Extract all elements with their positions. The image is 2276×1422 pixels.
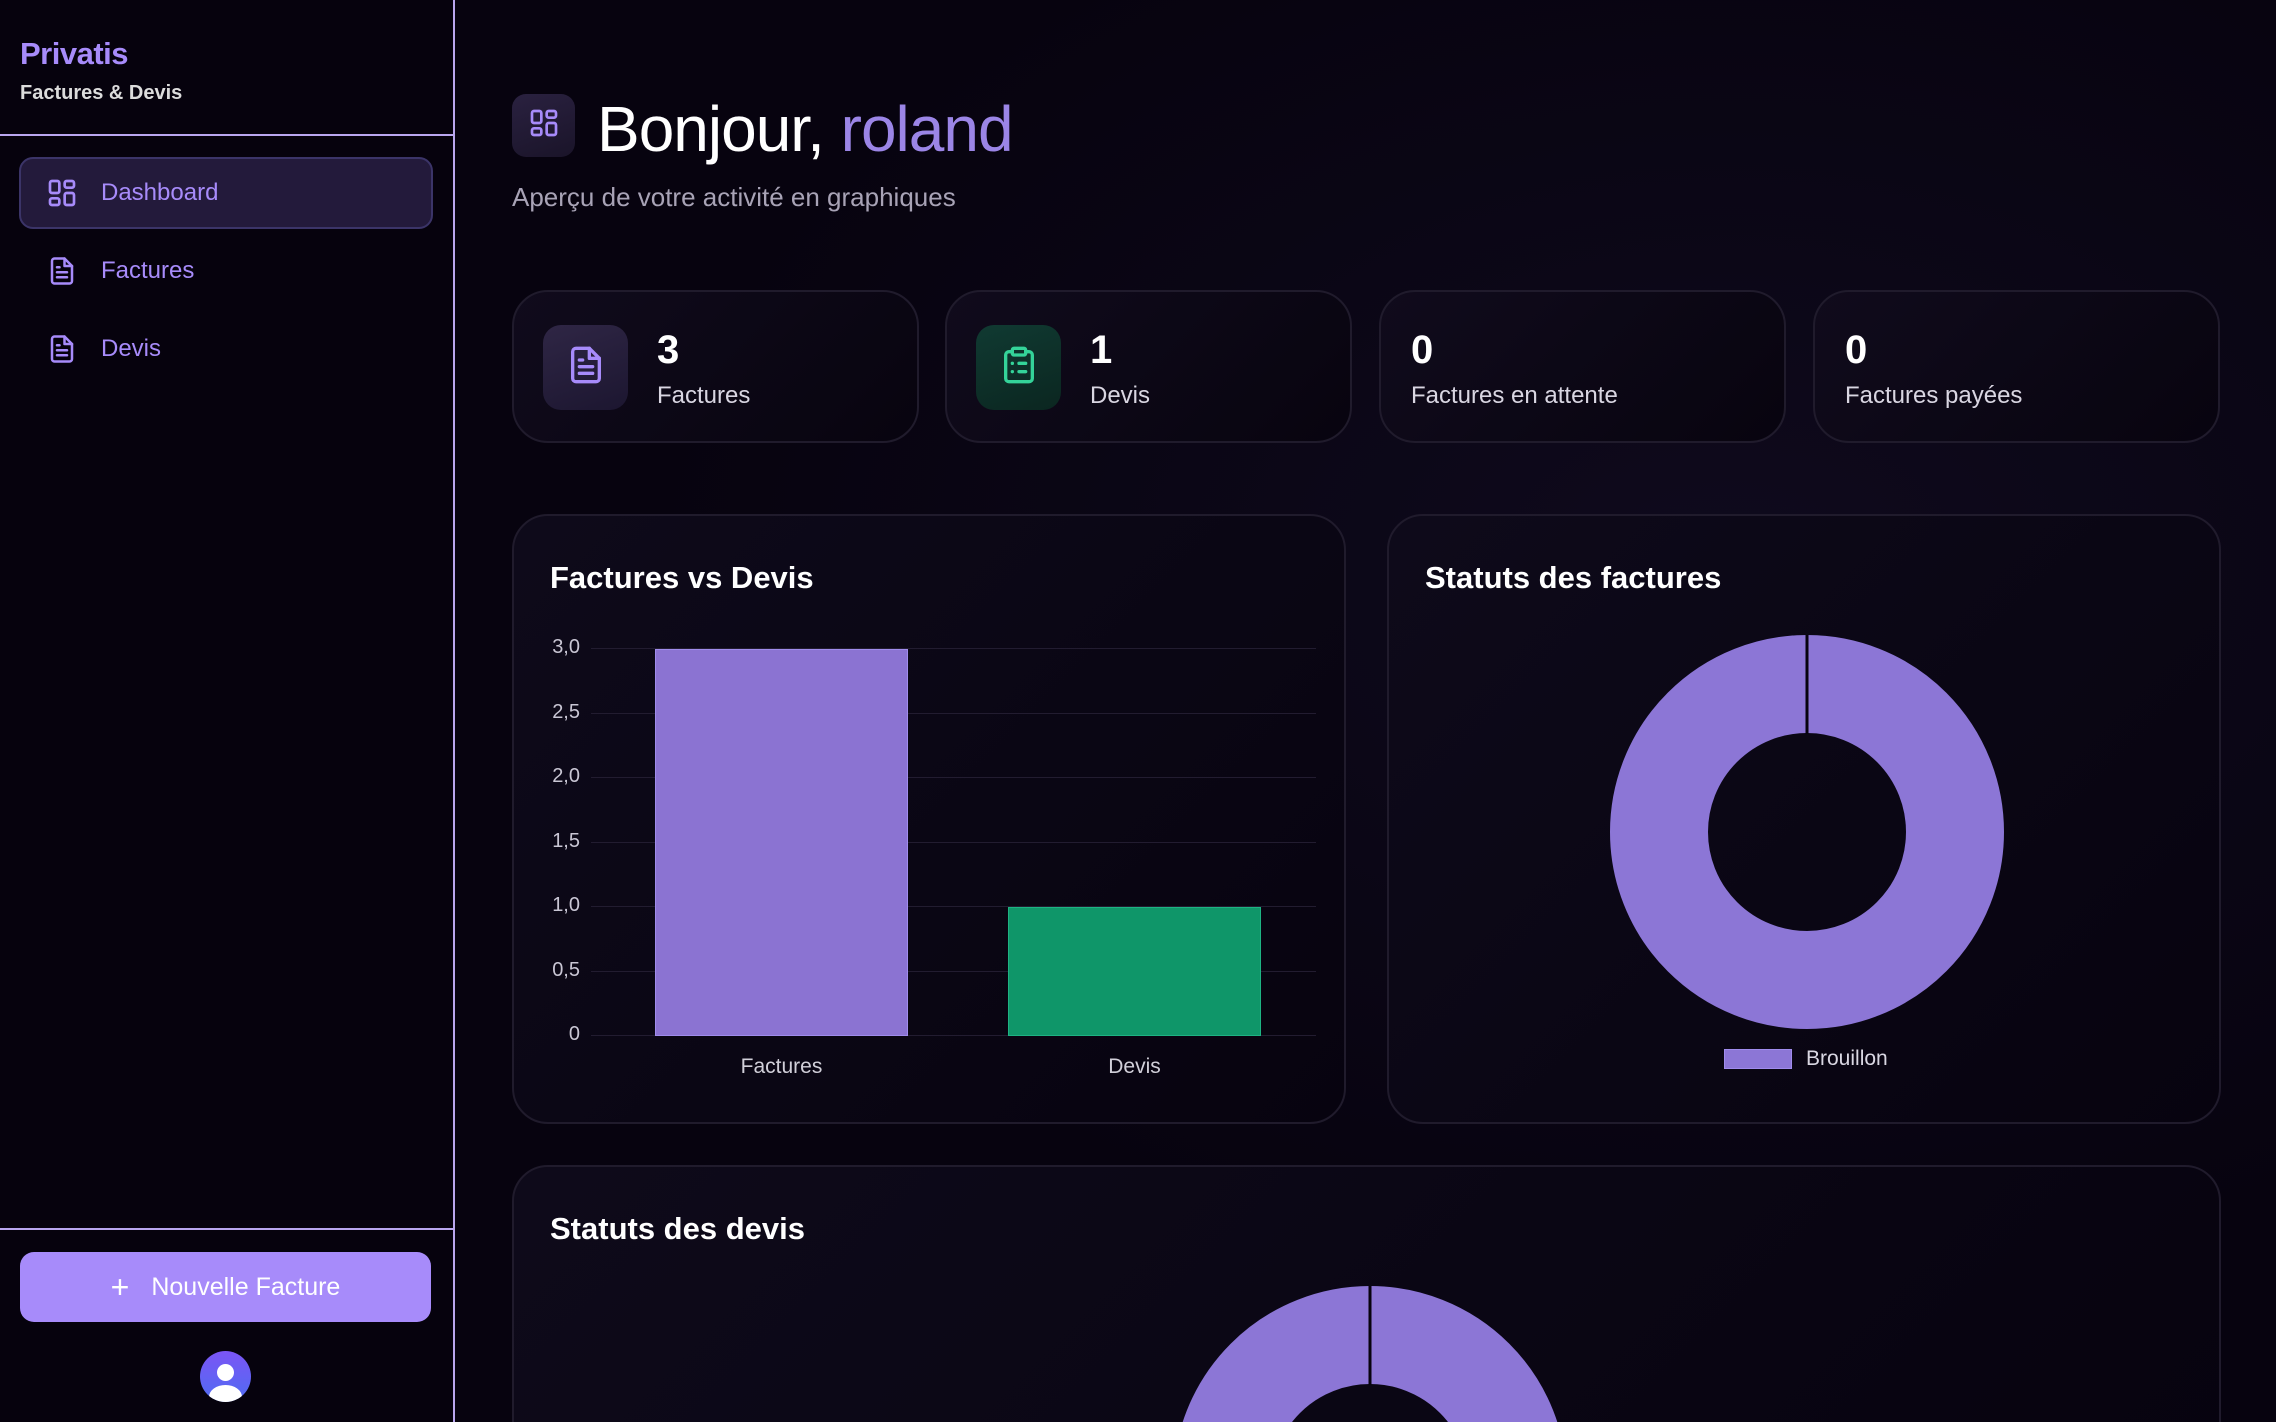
sidebar-item-label: Dashboard [101, 179, 219, 206]
sidebar: Privatis Factures & Devis Dashboard Fact… [0, 0, 455, 1422]
dashboard-grid-icon [528, 107, 560, 144]
sidebar-item-label: Devis [101, 335, 162, 362]
chart-card-statuts-devis: Statuts des devis [512, 1165, 2221, 1422]
chart-title: Statuts des factures [1425, 560, 1722, 595]
chart-title: Statuts des devis [550, 1211, 805, 1246]
stat-value: 0 [1845, 328, 1868, 372]
y-tick: 0 [568, 1023, 580, 1045]
document-icon [45, 254, 79, 288]
sidebar-item-dashboard[interactable]: Dashboard [19, 157, 433, 229]
chart-legend[interactable]: Brouillon [1724, 1047, 1888, 1071]
user-avatar-icon [217, 1364, 234, 1381]
page-title: Bonjour, roland [597, 92, 1014, 166]
header-icon-box [512, 94, 575, 157]
sidebar-nav: Dashboard Factures Devis [19, 157, 433, 391]
brand-subtitle: Factures & Devis [20, 82, 183, 104]
new-invoice-button[interactable]: + Nouvelle Facture [20, 1252, 431, 1322]
y-tick: 1,0 [552, 894, 580, 916]
y-tick: 2,5 [552, 701, 580, 723]
stat-icon-box [976, 325, 1061, 410]
y-tick: 1,5 [552, 830, 580, 852]
legend-swatch [1724, 1049, 1792, 1069]
chart-card-factures-vs-devis: Factures vs Devis 3,0 2,5 2,0 1,5 1,0 0,… [512, 514, 1346, 1124]
y-tick: 0,5 [552, 959, 580, 981]
stat-card-factures: 3 Factures [512, 290, 919, 443]
stat-label: Devis [1090, 382, 1151, 409]
chart-card-statuts-factures: Statuts des factures Brouillon [1387, 514, 2221, 1124]
donut-chart[interactable] [1609, 634, 2005, 1030]
stat-label: Factures payées [1845, 382, 2023, 409]
stat-value: 1 [1090, 328, 1113, 372]
stat-value: 0 [1411, 328, 1434, 372]
dashboard-grid-icon [45, 176, 79, 210]
y-tick: 2,0 [552, 765, 580, 787]
grid-line [591, 648, 1316, 649]
stat-card-paid: 0 Factures payées [1813, 290, 2220, 443]
stat-card-pending: 0 Factures en attente [1379, 290, 1786, 443]
document-icon [566, 343, 606, 392]
chart-title: Factures vs Devis [550, 560, 814, 595]
stat-label: Factures [657, 382, 751, 409]
sidebar-divider-bottom [0, 1228, 453, 1230]
plus-icon: + [110, 1269, 130, 1305]
bar-devis[interactable] [1008, 907, 1261, 1036]
grid-line [591, 1035, 1316, 1036]
donut-chart[interactable] [1172, 1285, 1568, 1422]
sidebar-divider-top [0, 134, 453, 136]
x-tick: Factures [740, 1055, 823, 1078]
page-subtitle: Aperçu de votre activité en graphiques [512, 182, 956, 212]
clipboard-icon [999, 343, 1039, 392]
sidebar-item-label: Factures [101, 257, 195, 284]
username: roland [840, 93, 1014, 165]
stat-icon-box [543, 325, 628, 410]
stat-card-devis: 1 Devis [945, 290, 1352, 443]
main-content: Bonjour, roland Aperçu de votre activité… [455, 0, 2276, 1422]
document-icon [45, 332, 79, 366]
brand: Privatis Factures & Devis [20, 36, 182, 105]
x-tick: Devis [1108, 1055, 1161, 1078]
stat-label: Factures en attente [1411, 382, 1618, 409]
brand-name: Privatis [20, 36, 129, 71]
y-tick: 3,0 [552, 636, 580, 658]
grid-line [591, 777, 1316, 778]
sidebar-item-factures[interactable]: Factures [19, 235, 433, 307]
grid-line [591, 906, 1316, 907]
stat-value: 3 [657, 328, 680, 372]
legend-label: Brouillon [1806, 1047, 1888, 1070]
new-invoice-label: Nouvelle Facture [151, 1272, 341, 1301]
grid-line [591, 842, 1316, 843]
grid-line [591, 971, 1316, 972]
sidebar-item-devis[interactable]: Devis [19, 313, 433, 385]
user-avatar[interactable] [200, 1351, 251, 1402]
grid-line [591, 713, 1316, 714]
bar-factures[interactable] [655, 649, 908, 1036]
greeting: Bonjour, [597, 93, 825, 165]
user-avatar-body [209, 1385, 242, 1402]
